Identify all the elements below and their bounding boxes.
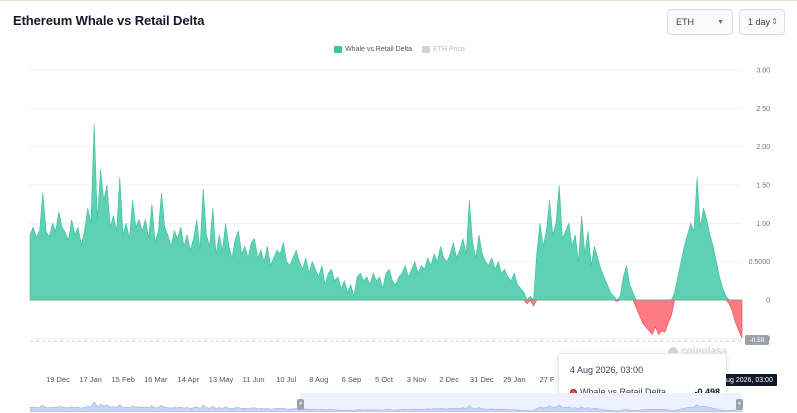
crosshair-date-badge-wrap: 4 Aug 2026, 03:00	[726, 374, 797, 386]
x-tick-label: 2 Dec	[439, 375, 459, 384]
positive-delta-area	[29, 123, 742, 301]
coinglass-logo-icon	[668, 346, 678, 357]
chevron-down-icon: ▼	[717, 18, 724, 26]
x-tick-label: 16 Mar	[144, 375, 168, 384]
x-tick-label: 17 Jan	[79, 375, 102, 384]
negative-delta-area	[30, 299, 743, 339]
navigator-right-handle[interactable]: ⏸	[736, 399, 743, 410]
watermark-text: coinglass	[681, 346, 728, 357]
x-tick-label: 19 Dec	[46, 375, 70, 384]
crosshair-date-badge: 4 Aug 2026, 03:00	[726, 374, 777, 386]
y-tick-label: 2.00	[756, 144, 770, 151]
up-down-arrows-icon: ⇕	[771, 17, 778, 26]
last-value-badge: -0.59	[745, 335, 769, 345]
interval-select-value: 1 day	[748, 17, 771, 27]
y-tick-label: 3.00	[756, 68, 770, 75]
interval-select[interactable]: 1 day ⇕	[739, 9, 785, 35]
tooltip-date: 4 Aug 2026, 03:00	[570, 365, 644, 375]
navigator-left-handle[interactable]: ⏸	[297, 399, 304, 410]
x-tick-label: 6 Sep	[342, 375, 362, 384]
x-tick-label: 27 F	[539, 375, 554, 384]
x-tick-label: 15 Feb	[112, 375, 135, 384]
legend-swatch-eth-price	[422, 46, 430, 53]
x-tick-label: 10 Jul	[276, 375, 296, 384]
x-tick-label: 13 May	[209, 375, 234, 384]
legend-label-eth-price: ETH Price	[433, 46, 465, 53]
legend-label-delta: Whale vs Retail Delta	[345, 46, 412, 53]
range-navigator[interactable]	[30, 393, 742, 412]
chart-legend: Whale vs Retail Delta ETH Price	[0, 46, 797, 53]
x-tick-label: 29 Jan	[503, 375, 526, 384]
legend-item-eth-price[interactable]: ETH Price	[422, 46, 465, 53]
y-tick-label: 1.00	[756, 221, 770, 228]
tooltip-value: -0.498	[694, 387, 720, 397]
x-tick-label: 31 Dec	[470, 375, 494, 384]
y-tick-label: 0.5000	[749, 259, 771, 266]
chart-title: Ethereum Whale vs Retail Delta	[13, 13, 205, 28]
x-tick-label: 8 Aug	[309, 375, 328, 384]
symbol-select[interactable]: ETH ▼	[667, 9, 733, 35]
legend-item-delta[interactable]: Whale vs Retail Delta	[334, 46, 412, 53]
watermark: coinglass	[668, 346, 727, 357]
y-tick-label: 2.50	[756, 106, 770, 113]
navigator-series	[30, 401, 742, 412]
y-tick-label: 1.50	[756, 183, 770, 190]
tooltip-series-name: Whale vs Retail Delta	[580, 387, 667, 397]
x-tick-label: 14 Apr	[178, 375, 200, 384]
x-tick-label: 3 Nov	[407, 375, 427, 384]
x-axis-ticks: 19 Dec 17 Jan 15 Feb 16 Mar 14 Apr 13 May 11 J…	[46, 375, 555, 384]
symbol-select-value: ETH	[676, 17, 694, 27]
legend-swatch-delta	[334, 46, 343, 53]
x-tick-label: 5 Oct	[375, 375, 394, 384]
x-tick-label: 11 Jun	[243, 375, 265, 384]
y-tick-label: 0	[766, 298, 770, 305]
chart-areas	[29, 123, 743, 339]
